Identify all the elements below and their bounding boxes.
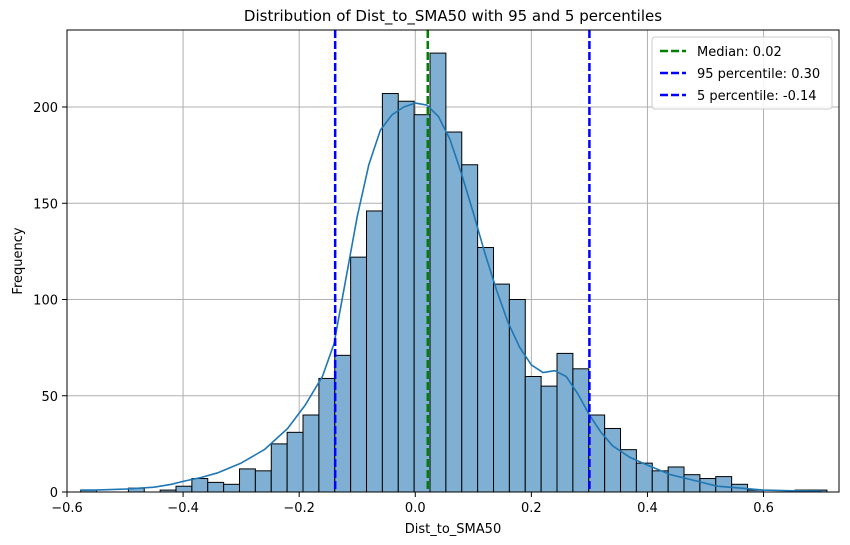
- histogram-bar: [381, 93, 399, 493]
- histogram-bar: [318, 377, 336, 493]
- x-axis-ticks: −0.6 −0.4 −0.2 0.0 0.2 0.4 0.6: [51, 492, 774, 516]
- histogram-bar: [175, 485, 193, 493]
- histogram-bar: [223, 483, 241, 493]
- histogram-bar: [397, 100, 415, 493]
- chart-title: Distribution of Dist_to_SMA50 with 95 an…: [244, 7, 662, 26]
- histogram-bar: [191, 478, 209, 493]
- x-tick-label: 0.6: [753, 501, 774, 516]
- histogram-bar: [493, 283, 510, 493]
- y-tick-label: 100: [33, 294, 58, 309]
- histogram-bar: [207, 481, 225, 493]
- histogram-bar: [302, 414, 320, 493]
- histogram-bar: [445, 131, 463, 493]
- histogram-bar: [366, 210, 383, 493]
- histogram-bar: [667, 466, 685, 493]
- histogram-bar: [350, 256, 368, 493]
- histogram-bar: [635, 462, 653, 493]
- histogram-bar: [556, 352, 574, 493]
- legend-entry-label: Median: 0.02: [697, 45, 782, 60]
- legend-entry-label: 95 percentile: 0.30: [697, 67, 820, 82]
- percentile-lines: [333, 30, 591, 492]
- histogram-bar: [524, 376, 542, 493]
- histogram-bar: [254, 470, 272, 493]
- histogram-bar: [461, 164, 479, 493]
- x-tick-label: 0.4: [637, 501, 658, 516]
- histogram-bar: [540, 385, 558, 493]
- y-tick-label: 50: [41, 390, 58, 405]
- histogram-bar: [683, 474, 701, 493]
- histogram-bar: [334, 354, 352, 493]
- histogram-bar: [651, 470, 669, 493]
- y-axis-ticks: 0 50 100 150 200: [33, 101, 67, 501]
- histogram-bar: [270, 443, 288, 493]
- histogram-bars: [80, 52, 828, 493]
- x-tick-label: 0.0: [405, 501, 426, 516]
- x-tick-label: 0.2: [521, 501, 542, 516]
- histogram-bar: [239, 468, 256, 493]
- histogram-bar: [715, 476, 733, 493]
- x-tick-label: −0.6: [51, 501, 83, 516]
- kde-curve: [80, 102, 822, 492]
- kde-curve-group: [80, 102, 822, 492]
- legend-box: [651, 36, 833, 110]
- histogram-bar: [572, 368, 590, 493]
- histogram-bar: [429, 52, 447, 493]
- histogram-bar: [413, 114, 431, 493]
- x-tick-label: −0.4: [167, 501, 199, 516]
- histogram-bar: [477, 247, 495, 493]
- x-axis-label: Dist_to_SMA50: [405, 522, 501, 537]
- histogram-bar: [604, 427, 622, 493]
- x-tick-label: −0.2: [283, 501, 315, 516]
- y-tick-label: 0: [50, 486, 58, 501]
- histogram-bar: [286, 431, 304, 493]
- y-axis-label: Frequency: [11, 227, 26, 294]
- histogram-bar: [508, 299, 526, 493]
- legend: Median: 0.02 95 percentile: 0.30 5 percent…: [651, 36, 833, 110]
- legend-entry-label: 5 percentile: -0.14: [697, 89, 817, 104]
- y-tick-label: 150: [33, 197, 58, 212]
- y-tick-label: 200: [33, 101, 58, 116]
- plot-frame: [66, 29, 840, 493]
